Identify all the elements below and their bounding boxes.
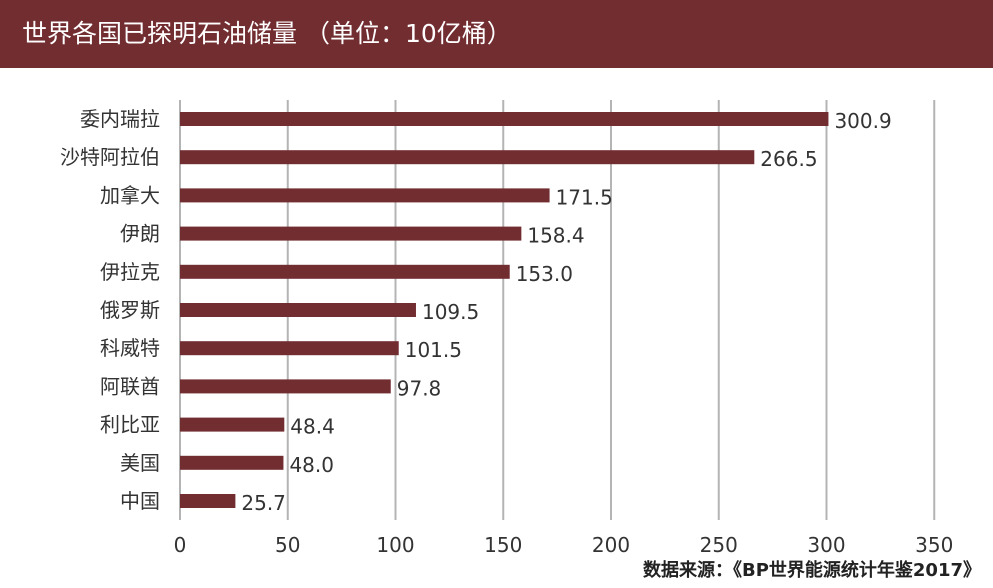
bar [180,226,522,241]
category-label: 加拿大 [100,183,160,207]
value-label: 48.4 [290,415,335,439]
bar [180,303,416,317]
category-label: 中国 [120,489,160,513]
value-label: 109.5 [422,300,479,324]
bar [180,494,236,508]
source-note: 数据来源：《BP世界能源统计年鉴2017》 [642,560,981,581]
x-tick-label: 0 [174,533,187,557]
bar [180,417,285,432]
bar [180,379,391,394]
value-label: 158.4 [527,224,584,248]
value-label: 25.7 [241,491,286,515]
category-label: 利比亚 [100,413,160,437]
category-label: 科威特 [100,336,160,360]
value-label: 48.0 [289,453,334,477]
value-label: 171.5 [556,185,613,209]
bar [180,188,550,203]
value-label: 153.0 [516,262,573,286]
category-label: 美国 [120,451,160,475]
chart-title: 世界各国已探明石油储量 （单位：10亿桶） [0,0,993,68]
bar-chart: 0 50 100 150 200 250 300 350 委内瑞拉 300.9 沙特阿拉伯 266.5… [60,100,953,557]
bar [180,341,399,356]
x-tick-label: 350 [915,533,953,557]
category-label: 伊拉克 [100,260,160,284]
x-tick-label: 200 [592,533,630,557]
category-label: 沙特阿拉伯 [60,145,160,169]
value-label: 97.8 [397,376,442,400]
value-label: 266.5 [760,147,817,171]
category-label: 委内瑞拉 [80,107,160,131]
value-label: 300.9 [834,109,891,133]
x-tick-label: 300 [807,533,845,557]
x-tick-label: 100 [376,533,414,557]
value-label: 101.5 [405,338,462,362]
x-tick-label: 50 [275,533,300,557]
category-label: 俄罗斯 [100,298,160,322]
bar [180,455,284,470]
x-tick-label: 250 [700,533,738,557]
bar [180,150,755,165]
bar [180,264,510,279]
x-tick-label: 150 [484,533,522,557]
category-label: 阿联酋 [100,374,160,398]
category-label: 伊朗 [120,222,160,246]
bar [180,112,829,126]
